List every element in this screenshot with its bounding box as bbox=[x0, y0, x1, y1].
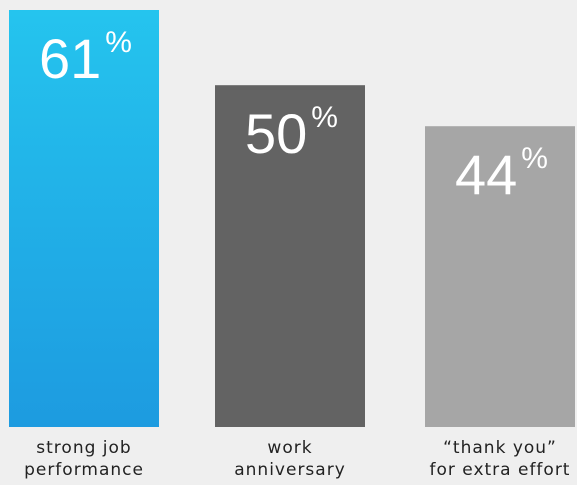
bar-value-label-1: 61% bbox=[39, 26, 132, 90]
bar-value-unit: % bbox=[105, 26, 132, 59]
bar-3 bbox=[425, 126, 575, 428]
bar-2 bbox=[215, 85, 365, 428]
bar-value-number: 44 bbox=[455, 143, 517, 206]
bar-value-unit: % bbox=[311, 101, 338, 134]
bar-value-unit: % bbox=[521, 142, 548, 175]
category-label-3-line-1: “thank you” bbox=[443, 438, 557, 458]
category-label-1-line-1: strong job bbox=[36, 438, 131, 458]
bar-1 bbox=[9, 10, 159, 427]
bar-value-number: 61 bbox=[39, 27, 101, 90]
category-label-2-line-2: anniversary bbox=[234, 460, 346, 480]
bar-value-label-2: 50% bbox=[245, 101, 338, 165]
category-label-2-line-1: work bbox=[267, 438, 312, 458]
bar-value-label-3: 44% bbox=[455, 142, 548, 206]
bar-value-number: 50 bbox=[245, 102, 307, 165]
category-label-3-line-2: for extra effort bbox=[430, 460, 571, 480]
category-label-1-line-2: performance bbox=[24, 460, 144, 480]
bars-layer: 61 %50 %44% bbox=[9, 10, 575, 428]
